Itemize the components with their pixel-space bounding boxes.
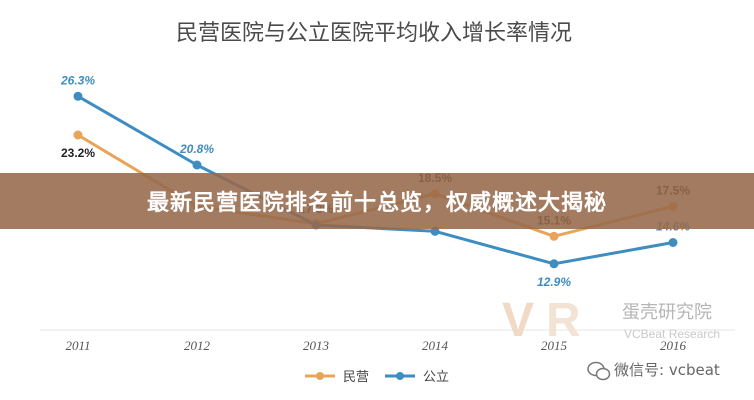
x-tick-labels: 2011 2012 2013 2014 2015 2016 [65, 338, 686, 353]
legend-label-private: 民营 [343, 370, 369, 385]
wechat-id: 微信号: vcbeat [614, 361, 720, 379]
data-point-public-2012 [192, 160, 202, 170]
x-tick-label-2015: 2015 [541, 338, 568, 353]
watermark-brand-en: VCBeat Research [624, 327, 720, 341]
chart-title: 民营医院与公立医院平均收入增长率情况 [176, 21, 572, 46]
legend-marker-public [396, 372, 404, 380]
data-point-public-2011 [73, 91, 83, 101]
watermark-logo-v: V [502, 294, 534, 347]
data-label-public-2011: 26.3% [60, 73, 95, 87]
wechat-icon [587, 361, 611, 381]
legend-label-public: 公立 [423, 370, 449, 385]
data-label-public-2015: 12.9% [537, 275, 571, 289]
x-tick-label-2014: 2014 [422, 338, 449, 353]
data-point-public-2014 [430, 226, 440, 236]
data-point-public-2015 [549, 259, 559, 269]
data-label-public-2012: 20.8% [179, 142, 214, 156]
data-point-public-2016 [668, 238, 678, 247]
data-label-private-2011: 23.2% [61, 146, 95, 160]
watermark-brand-cn: 蛋壳研究院 [622, 302, 712, 323]
x-tick-label-2011: 2011 [65, 338, 90, 353]
wechat-watermark: 微信号: vcbeat [587, 361, 720, 381]
x-tick-label-2012: 2012 [184, 338, 211, 353]
data-point-private-2011 [73, 130, 83, 140]
watermark: V R 蛋壳研究院 VCBeat Research [502, 294, 720, 347]
watermark-logo-r: R [546, 294, 581, 347]
data-point-private-2015 [549, 231, 559, 241]
legend: 民营 公立 [305, 370, 449, 385]
headline-banner: 最新民营医院排名前十总览，权威概述大揭秘 [0, 173, 754, 229]
legend-marker-private [316, 372, 324, 380]
headline-text: 最新民营医院排名前十总览，权威概述大揭秘 [146, 191, 607, 216]
x-tick-label-2016: 2016 [660, 338, 687, 353]
x-tick-label-2013: 2013 [303, 338, 330, 353]
